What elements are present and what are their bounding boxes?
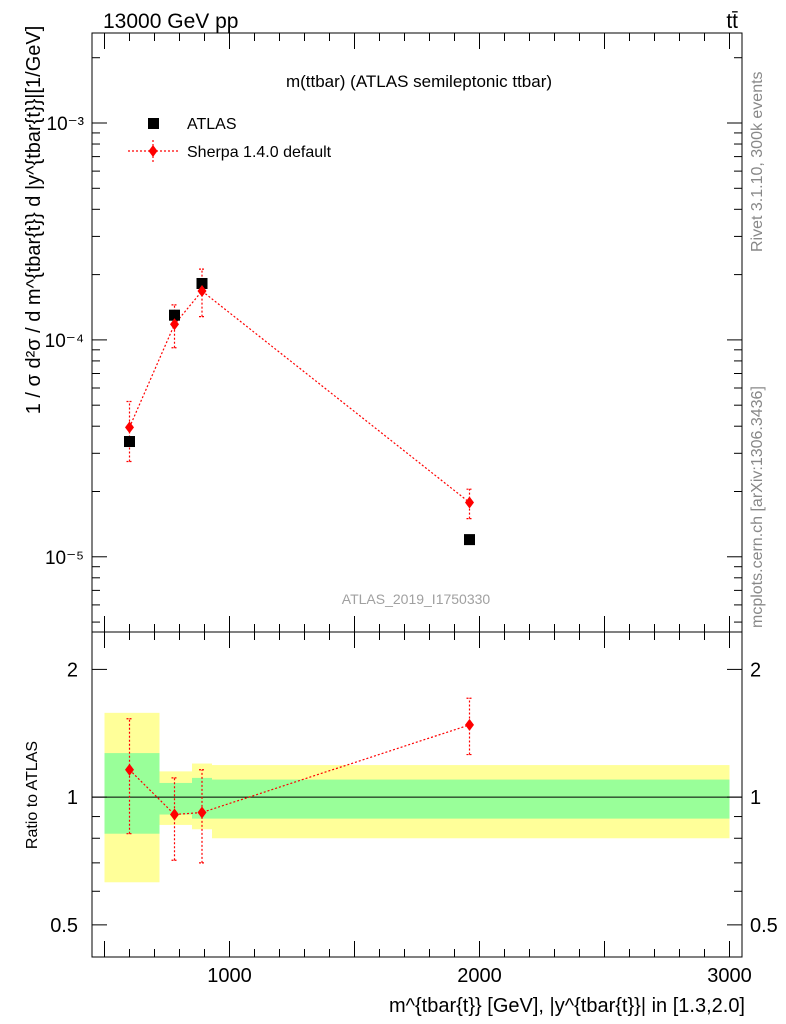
legend-marker-atlas: [148, 118, 159, 129]
energy-label: 13000 GeV pp: [103, 10, 238, 33]
ratio-y-tick-label-right: 1: [750, 787, 761, 809]
ratio-sherpa-point: [125, 763, 134, 776]
ratio-frame: [91, 631, 743, 958]
analysis-label: ATLAS_2019_I1750330: [342, 591, 491, 607]
ratio-y-tick-label-right: 0.5: [750, 915, 778, 937]
ratio-band-green-3: [212, 779, 730, 819]
ratio-y-tick-label: 0.5: [50, 915, 78, 937]
x-tick-label: 2000: [457, 965, 502, 987]
sherpa-point: [125, 421, 134, 434]
chart-title: m(ttbar) (ATLAS semileptonic ttbar): [286, 72, 552, 91]
ratio-y-axis-label: Ratio to ATLAS: [24, 741, 41, 849]
main-y-axis-label: 1 / σ d²σ / d m^{tbar{t}} d |y^{tbar{t}}…: [23, 26, 45, 415]
rivet-label: Rivet 3.1.10, 300k events: [749, 71, 766, 252]
legend: [128, 118, 178, 162]
atlas-data-point: [196, 277, 208, 289]
ratio-y-tick-label: 1: [67, 787, 78, 809]
legend-marker-sherpa: [148, 145, 158, 157]
main-y-tick-label: 10⁻⁴: [45, 331, 84, 352]
ratio-y-tick-label: 2: [67, 659, 78, 681]
sherpa-point: [170, 318, 179, 331]
ratio-band-green-0: [104, 753, 160, 834]
ratio-panel: 1000 2000 3000 0.5 0.5 1 1 2 2: [50, 631, 778, 987]
x-axis-label: m^{tbar{t}} [GeV], |y^{tbar{t}}| in [1.3…: [389, 995, 745, 1017]
ratio-sherpa-point: [197, 806, 207, 819]
sherpa-line: [128, 290, 470, 503]
ratio-sherpa-line: [129, 724, 470, 816]
ratio-y-tick-label-right: 2: [750, 659, 761, 681]
legend-entry-sherpa: Sherpa 1.4.0 default: [187, 144, 332, 161]
atlas-data-point: [124, 436, 135, 448]
ratio-sherpa-point: [170, 808, 179, 821]
x-tick-label: 3000: [707, 965, 752, 987]
x-tick-label: 1000: [207, 965, 252, 987]
atlas-data-point: [464, 534, 475, 546]
sherpa-point: [465, 496, 474, 509]
source-label: mcplots.cern.ch [arXiv:1306.3436]: [749, 386, 766, 628]
main-y-tick-label: 10⁻⁵: [45, 548, 84, 569]
process-label: tt̄: [726, 10, 738, 33]
legend-entry-atlas: ATLAS: [187, 116, 237, 133]
sherpa-point: [197, 285, 207, 298]
ratio-band-green-1: [159, 782, 192, 815]
atlas-data-point: [169, 309, 180, 321]
main-y-tick-label: 10⁻³: [47, 114, 85, 135]
ratio-sherpa-point: [465, 718, 474, 731]
